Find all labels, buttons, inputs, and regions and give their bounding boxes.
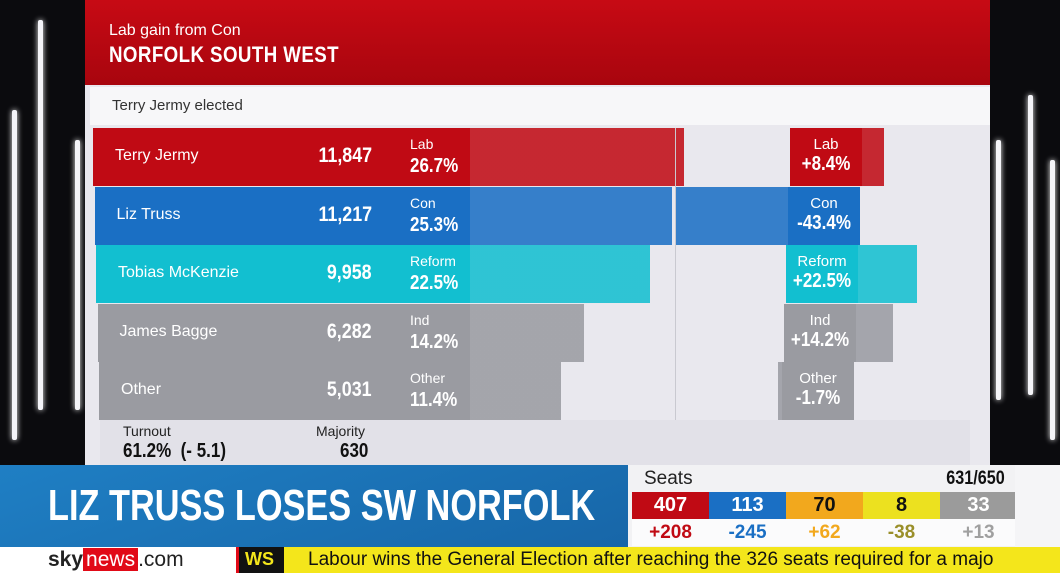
studio-light (1050, 160, 1055, 440)
party-seats: 407 (632, 492, 709, 519)
change-value: -1.7% (795, 387, 841, 409)
vote-share-value: 11.4% (410, 389, 458, 411)
change-label-box: Other -1.7% (782, 362, 854, 420)
sky-news-logo: sky news .com (0, 547, 236, 573)
party-label: Con (410, 194, 436, 211)
ticker-text: Labour wins the General Election after r… (308, 549, 994, 570)
news-ticker: sky news .com WS Labour wins the General E… (0, 547, 1060, 573)
change-value: +22.5% (792, 270, 852, 292)
turnout-label: Turnout (123, 423, 171, 439)
headline-text: LIZ TRUSS LOSES SW NORFOLK (48, 481, 596, 530)
candidate-row: Terry Jermy 11,847 Lab 26.7% Lab +8.4% (85, 128, 990, 186)
candidate-name: Other (121, 381, 162, 398)
chart-divider (675, 128, 676, 420)
majority-value: 630 (340, 440, 369, 462)
candidate-votes: 5,031 (327, 378, 372, 401)
party-seat-change: +62 (786, 519, 863, 546)
party-label: Other (410, 370, 446, 386)
change-value: -43.4% (797, 211, 851, 234)
studio-light (996, 140, 1001, 400)
change-value: +8.4% (801, 153, 851, 175)
change-party-label: Other (799, 370, 837, 387)
studio-light (1028, 95, 1033, 395)
vote-share-value: 25.3% (410, 213, 459, 236)
party-label: Lab (410, 136, 434, 152)
change-label-box: Lab +8.4% (790, 128, 862, 186)
result-footer: Turnout 61.2% (- 5.1) Majority 630 (100, 420, 970, 465)
vote-share-value: 26.7% (410, 155, 459, 177)
change-label-box: Ind +14.2% (784, 303, 856, 362)
studio-light (75, 140, 80, 410)
majority-label: Majority (316, 423, 366, 439)
change-party-label: Con (810, 194, 838, 212)
candidate-row: Other 5,031 Other 11.4% Other -1.7% (85, 362, 990, 420)
change-bar (862, 128, 884, 186)
candidate-name: Liz Truss (116, 205, 181, 223)
party-seats: 8 (863, 492, 940, 519)
party-seat-change: +13 (940, 519, 1017, 546)
ticker-tag: WS (236, 547, 284, 573)
candidate-name-cell: Terry Jermy 11,847 (93, 128, 390, 186)
candidate-name-cell: James Bagge 6,282 (97, 303, 390, 362)
candidate-name: James Bagge (119, 322, 218, 340)
elected-banner: Terry Jermy elected (90, 87, 990, 125)
party-seat-change: -38 (863, 519, 940, 546)
seats-count: 631/650 (946, 468, 1005, 489)
party-seat-change: -245 (709, 519, 786, 546)
party-label: Reform (410, 253, 456, 269)
candidate-name: Tobias McKenzie (118, 264, 239, 281)
candidate-name-cell: Liz Truss 11,217 (94, 186, 390, 245)
change-value: +14.2% (790, 328, 850, 351)
change-party-label: Reform (797, 253, 847, 270)
party-seats: 113 (709, 492, 786, 519)
change-bar (858, 245, 917, 303)
candidate-row: Liz Truss 11,217 Con 25.3% Con -43.4% (85, 186, 990, 245)
seats-title: Seats (644, 468, 693, 489)
candidate-row: Tobias McKenzie 9,958 Reform 22.5% Refor… (85, 245, 990, 303)
candidate-votes: 6,282 (327, 319, 372, 343)
change-party-label: Ind (809, 311, 831, 329)
vote-share-bar: Ind 14.2% (390, 303, 584, 362)
party-seats: 70 (786, 492, 863, 519)
candidate-name-cell: Other 5,031 (99, 362, 390, 420)
candidate-votes: 11,847 (318, 144, 372, 167)
candidate-votes: 9,958 (327, 261, 372, 284)
results-panel: Lab gain from Con NORFOLK SOUTH WEST Ter… (85, 0, 990, 465)
result-header: Lab gain from Con NORFOLK SOUTH WEST (85, 0, 990, 85)
vote-share-value: 22.5% (410, 272, 459, 294)
vote-share-bar: Other 11.4% (390, 362, 562, 420)
change-bar (777, 362, 782, 420)
studio-light (12, 110, 17, 440)
change-party-label: Lab (813, 136, 839, 153)
vote-share-bar: Con 25.3% (390, 186, 673, 245)
candidate-name: Terry Jermy (115, 147, 199, 164)
candidate-name-cell: Tobias McKenzie 9,958 (96, 245, 390, 303)
candidate-row: James Bagge 6,282 Ind 14.2% Ind +14.2% (85, 303, 990, 362)
headline-banner: LIZ TRUSS LOSES SW NORFOLK (0, 465, 628, 547)
party-seat-change: +208 (632, 519, 709, 546)
studio-light (38, 20, 43, 410)
change-label-box: Con -43.4% (788, 186, 860, 245)
change-label-box: Reform +22.5% (786, 245, 858, 303)
change-bar (675, 186, 788, 245)
constituency-title: NORFOLK SOUTH WEST (109, 42, 339, 67)
panel-edge (1015, 465, 1060, 547)
result-subtitle: Lab gain from Con (109, 22, 241, 39)
vote-share-bar: Reform 22.5% (390, 245, 650, 303)
turnout-value: 61.2% (- 5.1) (123, 440, 226, 462)
seats-panel: Seats 631/650 407 +208 113 -245 70 +62 8 -3… (628, 465, 1017, 547)
candidate-votes: 11,217 (318, 202, 372, 226)
party-label: Ind (410, 311, 430, 328)
vote-share-bar: Lab 26.7% (390, 128, 684, 186)
party-seats: 33 (940, 492, 1017, 519)
vote-share-value: 14.2% (410, 330, 459, 353)
change-bar (856, 303, 893, 362)
